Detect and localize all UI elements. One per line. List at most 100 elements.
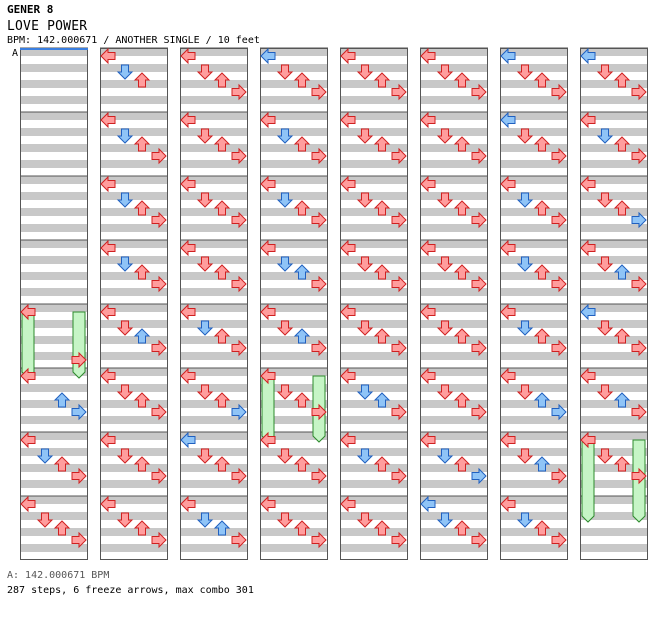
beat-stripe xyxy=(260,192,328,200)
beat-stripe xyxy=(100,352,168,360)
step-arrow-down xyxy=(356,384,374,400)
beat-stripe xyxy=(340,224,408,232)
step-arrow-right xyxy=(471,403,487,421)
beat-stripe xyxy=(20,160,88,168)
step-arrow-down xyxy=(276,128,294,144)
step-arrow-right xyxy=(631,339,647,357)
step-arrow-right xyxy=(311,275,327,293)
step-arrow-up xyxy=(613,456,631,472)
step-arrow-left xyxy=(340,239,356,257)
step-arrow-down xyxy=(596,256,614,272)
step-arrow-right xyxy=(551,211,567,229)
beat-stripe xyxy=(180,144,248,152)
beat-stripe xyxy=(420,480,488,488)
beat-stripe xyxy=(340,480,408,488)
step-arrow-left xyxy=(340,431,356,449)
step-arrow-up xyxy=(533,264,551,280)
beat-stripe xyxy=(420,80,488,88)
step-arrow-down xyxy=(116,192,134,208)
beat-stripe xyxy=(100,144,168,152)
step-arrow-up xyxy=(213,392,231,408)
beat-stripe xyxy=(100,176,168,184)
beat-stripe xyxy=(500,352,568,360)
beat-stripe xyxy=(420,384,488,392)
beat-stripe xyxy=(340,336,408,344)
chart-column xyxy=(100,47,168,560)
beat-stripe xyxy=(420,464,488,472)
beat-stripe xyxy=(180,160,248,168)
beat-stripe xyxy=(20,64,88,72)
beat-stripe xyxy=(100,96,168,104)
beat-stripe xyxy=(180,96,248,104)
step-arrow-down xyxy=(356,512,374,528)
step-arrow-up xyxy=(293,264,311,280)
step-arrow-down xyxy=(276,512,294,528)
step-arrow-up xyxy=(213,264,231,280)
beat-stripe xyxy=(100,384,168,392)
beat-stripe xyxy=(340,176,408,184)
beat-stripe xyxy=(500,368,568,376)
chart-column xyxy=(20,47,88,560)
beat-stripe xyxy=(100,208,168,216)
beat-stripe xyxy=(100,448,168,456)
beat-stripe xyxy=(260,304,328,312)
beat-stripe xyxy=(340,352,408,360)
step-arrow-up xyxy=(453,72,471,88)
beat-stripe xyxy=(260,112,328,120)
step-arrow-right xyxy=(151,275,167,293)
beat-stripe xyxy=(500,80,568,88)
beat-stripe xyxy=(260,368,328,376)
step-arrow-left xyxy=(180,431,196,449)
step-arrow-left xyxy=(100,367,116,385)
step-arrow-right xyxy=(471,147,487,165)
step-arrow-down xyxy=(516,512,534,528)
beat-stripe xyxy=(20,384,88,392)
step-arrow-right xyxy=(231,275,247,293)
step-arrow-right xyxy=(231,403,247,421)
beat-stripe xyxy=(340,272,408,280)
beat-stripe xyxy=(420,432,488,440)
step-arrow-right xyxy=(311,403,327,421)
step-arrow-up xyxy=(133,328,151,344)
beat-stripe xyxy=(580,160,648,168)
step-arrow-down xyxy=(356,128,374,144)
beat-stripe xyxy=(500,144,568,152)
beat-stripe xyxy=(340,192,408,200)
step-arrow-down xyxy=(516,192,534,208)
step-arrow-down xyxy=(276,448,294,464)
column-frame xyxy=(180,48,248,560)
beat-stripe xyxy=(20,464,88,472)
beat-stripe xyxy=(100,400,168,408)
beat-stripe xyxy=(260,240,328,248)
step-arrow-down xyxy=(196,128,214,144)
step-arrow-down xyxy=(116,320,134,336)
step-arrow-left xyxy=(180,495,196,513)
beat-stripe xyxy=(500,192,568,200)
beat-stripe xyxy=(500,448,568,456)
step-arrow-right xyxy=(151,403,167,421)
beat-stripe xyxy=(180,176,248,184)
beat-stripe xyxy=(340,432,408,440)
beat-stripe xyxy=(420,176,488,184)
beat-stripe xyxy=(340,368,408,376)
step-arrow-up xyxy=(613,328,631,344)
series-label: GENER 8 xyxy=(7,3,54,16)
step-arrow-right xyxy=(391,403,407,421)
beat-stripe xyxy=(180,336,248,344)
beat-stripe xyxy=(500,224,568,232)
beat-stripe xyxy=(100,544,168,552)
step-arrow-up xyxy=(293,200,311,216)
beat-stripe xyxy=(340,96,408,104)
step-arrow-up xyxy=(213,328,231,344)
step-arrow-down xyxy=(116,256,134,272)
beat-stripe xyxy=(260,432,328,440)
step-arrow-up xyxy=(453,264,471,280)
step-arrow-down xyxy=(276,64,294,80)
step-arrow-right xyxy=(471,339,487,357)
beat-stripe xyxy=(420,416,488,424)
beat-stripe xyxy=(180,304,248,312)
step-arrow-right xyxy=(391,275,407,293)
beat-stripe xyxy=(180,432,248,440)
beat-stripe xyxy=(420,240,488,248)
step-arrow-up xyxy=(293,72,311,88)
